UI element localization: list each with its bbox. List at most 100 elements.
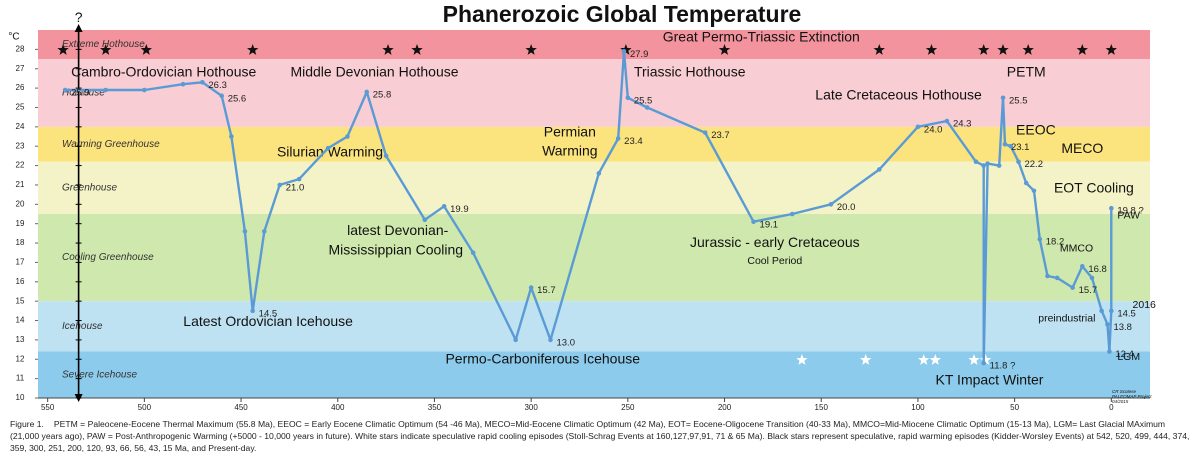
data-point (441, 203, 447, 209)
data-point (470, 250, 476, 256)
data-label: 23.1 (1011, 142, 1030, 153)
x-tick-label: 500 (138, 403, 152, 412)
y-tick-label: 23 (16, 141, 25, 150)
annotation: Great Permo-Triassic Extinction (663, 28, 860, 44)
data-label: 23.4 (624, 136, 643, 147)
chart-title: Phanerozoic Global Temperature (443, 1, 802, 27)
data-point (1109, 205, 1114, 211)
data-label: 11.8 ? (990, 361, 1016, 372)
caption: Figure 1. PETM = Paleocene-Eocene Thermal… (10, 418, 1190, 454)
data-point (973, 159, 979, 165)
band-label: Icehouse (62, 321, 103, 332)
x-tick-label: 100 (911, 403, 925, 412)
data-point (985, 161, 990, 166)
data-point (789, 211, 795, 217)
data-point (702, 130, 708, 135)
x-tick-label: 300 (524, 403, 538, 412)
data-point (422, 217, 428, 223)
data-point (1000, 95, 1006, 101)
y-tick-label: 27 (16, 64, 25, 73)
y-tick-label: 25 (16, 103, 25, 112)
data-point (261, 229, 267, 234)
warming-star (620, 44, 632, 55)
data-point (944, 118, 950, 124)
data-label: 19.8 ? (1117, 206, 1143, 217)
data-point (1105, 322, 1110, 327)
data-label: 24.0 (924, 124, 943, 135)
climate-band (38, 59, 1150, 127)
cooling-star (968, 354, 980, 365)
data-point (876, 167, 882, 172)
data-label: 27.9 (630, 49, 649, 60)
cooling-star (929, 354, 941, 365)
annotation: Warming (542, 143, 598, 159)
data-point (596, 171, 602, 176)
annotation: Late Cretaceous Hothouse (815, 87, 982, 103)
annotation: Middle Devonian Hothouse (290, 63, 458, 79)
data-label: 20.0 (837, 202, 856, 213)
y-unit: °C (8, 32, 19, 43)
data-label: 15.7 (1079, 285, 1098, 296)
credit: PALEOMAP Project (1112, 394, 1152, 399)
y-tick-label: 18 (16, 238, 25, 247)
credit: CR Scotese (1112, 389, 1137, 394)
data-label: 12.4 (1115, 349, 1134, 360)
data-point (219, 93, 225, 99)
data-point (644, 105, 650, 110)
data-point (296, 176, 302, 182)
data-point (1070, 285, 1075, 290)
y-tick-label: 21 (16, 180, 25, 189)
annotation: preindustrial (1038, 312, 1095, 324)
data-point (621, 49, 627, 54)
caption-label: Figure 1. (10, 419, 44, 429)
warming-star (411, 44, 423, 55)
data-point (1099, 308, 1104, 314)
y-tick-label: 11 (16, 374, 25, 383)
data-point (142, 87, 147, 93)
data-label: 23.7 (711, 130, 730, 141)
annotation: PETM (1007, 63, 1046, 79)
data-point (915, 124, 921, 130)
data-point (1008, 143, 1014, 149)
data-point (513, 337, 518, 343)
annotation: Mississippian Cooling (328, 242, 463, 258)
data-point (1037, 236, 1043, 242)
data-point (528, 285, 534, 290)
y-tick-label: 16 (16, 277, 25, 286)
annotation: Permo-Carboniferous Icehouse (445, 351, 640, 367)
warming-star (382, 44, 394, 55)
data-point (1031, 188, 1037, 194)
data-label: 13.8 (1113, 322, 1132, 333)
data-point (1080, 263, 1085, 269)
band-label: Hothouse (62, 88, 105, 99)
x-tick-label: 50 (1010, 403, 1019, 412)
data-label: 25.8 (373, 89, 392, 100)
data-label: 14.5 (259, 308, 278, 319)
data-point (1109, 308, 1114, 314)
data-point (383, 153, 389, 159)
data-label: 25.5 (1009, 95, 1028, 106)
data-point (103, 87, 108, 93)
data-label: 19.9 (450, 204, 469, 215)
data-point (828, 202, 834, 207)
cooling-star (860, 354, 872, 365)
annotation: Cool Period (747, 255, 802, 267)
data-label: 14.5 (1117, 308, 1136, 319)
y-tick-label: 22 (16, 161, 25, 170)
data-label: 26.3 (208, 80, 227, 91)
y-tick-label: 26 (16, 83, 25, 92)
y-tick-label: 12 (16, 354, 25, 363)
x-tick-label: 450 (234, 403, 248, 412)
y-tick-label: 20 (16, 199, 25, 208)
annotation: 2016 (1133, 299, 1157, 311)
warming-star (873, 44, 885, 55)
data-point (1023, 180, 1029, 186)
data-point (200, 79, 205, 85)
y-tick-label: 28 (16, 44, 25, 53)
y-tick-label: 19 (16, 219, 25, 228)
annotation: EOT Cooling (1054, 180, 1134, 196)
data-label: 19.1 (760, 219, 779, 230)
data-point (625, 95, 631, 101)
data-point (242, 229, 248, 234)
